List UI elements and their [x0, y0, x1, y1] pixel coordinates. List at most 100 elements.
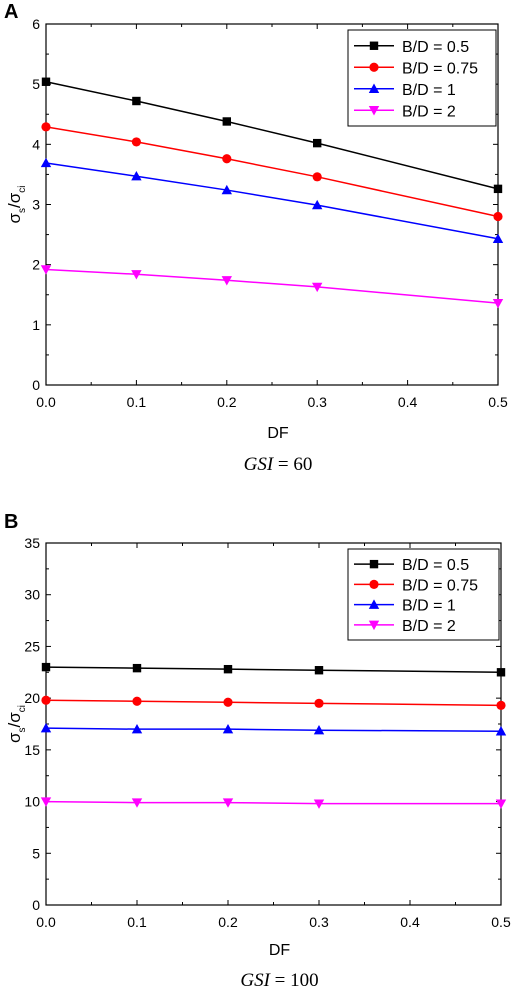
legend-label-1: B/D = 0.5 — [402, 557, 469, 574]
panel-label-b: B — [4, 511, 18, 533]
y-label-slash-sigma: /σ — [5, 192, 24, 208]
y-tick-label: 0 — [32, 377, 40, 393]
legend-marker-3 — [368, 83, 380, 93]
data-point-series-3 — [131, 723, 143, 734]
data-point-series-4 — [131, 798, 143, 808]
y-axis-label: σs/σci — [5, 705, 28, 743]
data-point-series-3 — [495, 726, 507, 736]
legend-label-3: B/D = 1 — [402, 598, 456, 615]
data-point-series-1 — [223, 664, 233, 674]
data-point-series-1 — [313, 138, 322, 148]
legend: B/D = 0.5 B/D = 0.75 B/D = 1 B/D = 2 — [347, 548, 500, 641]
x-axis-label: DF — [269, 942, 291, 959]
y-tick-label: 35 — [24, 535, 40, 551]
legend: B/D = 0.5 B/D = 0.75 B/D = 1 B/D = 2 — [347, 29, 497, 127]
y-tick-label: 1 — [32, 317, 40, 333]
caption-equation: = 100 — [270, 970, 319, 991]
data-point-series-1 — [132, 96, 141, 106]
x-axis-label: DF — [267, 425, 289, 442]
data-point-series-1 — [132, 663, 142, 673]
data-point-series-2 — [222, 154, 232, 164]
x-tick-label: 0.3 — [309, 914, 329, 930]
data-point-series-4 — [492, 298, 504, 309]
y-tick-label: 0 — [32, 897, 40, 913]
data-point-series-3 — [40, 722, 52, 733]
series-line-4 — [45, 268, 499, 304]
caption-variable: GSI — [244, 454, 275, 475]
legend-marker-1 — [369, 41, 379, 50]
data-point-series-1 — [314, 666, 324, 675]
data-point-series-2 — [41, 695, 51, 705]
y-tick-label: 5 — [32, 845, 40, 861]
series-line-3 — [45, 727, 502, 732]
y-tick-label: 20 — [24, 690, 40, 706]
legend-label-3: B/D = 1 — [402, 82, 456, 99]
x-tick-label: 0.0 — [36, 914, 56, 930]
x-tick-label: 0.1 — [127, 394, 147, 410]
data-point-series-4 — [40, 265, 52, 275]
y-label-sub-s: s — [17, 208, 28, 213]
legend-label-2: B/D = 0.75 — [402, 577, 478, 594]
y-tick-label: 5 — [32, 76, 40, 92]
legend-marker-2 — [369, 579, 379, 589]
y-tick-label: 3 — [32, 197, 40, 213]
y-tick-label: 6 — [32, 16, 40, 32]
caption-variable: GSI — [240, 970, 271, 991]
data-point-series-4 — [313, 799, 325, 809]
y-label-sigma: σ — [5, 732, 24, 743]
data-point-series-2 — [132, 696, 142, 706]
data-point-series-3 — [221, 184, 232, 195]
x-tick-label: 0.2 — [218, 914, 238, 930]
data-point-series-4 — [131, 270, 142, 280]
chart-panel-a: 0.0 0.1 0.2 0.3 0.4 0.5 0 1 2 3 4 5 6 DF GSI = 60 σs/σc… — [5, 16, 508, 475]
y-label-sub-ci: ci — [17, 705, 28, 712]
caption-equation: = 60 — [273, 454, 312, 475]
y-tick-label: 15 — [24, 742, 40, 758]
data-point-series-1 — [222, 117, 231, 126]
panel-label-a: A — [4, 1, 18, 23]
y-label-sub-s: s — [17, 727, 28, 732]
legend-label-4: B/D = 2 — [402, 618, 456, 635]
data-point-series-2 — [314, 698, 324, 708]
data-point-series-2 — [41, 122, 51, 132]
data-point-series-1 — [41, 662, 51, 672]
x-tick-label: 0.5 — [491, 914, 511, 930]
y-label-slash-sigma: /σ — [5, 712, 24, 728]
legend-marker-2 — [369, 62, 379, 72]
y-axis-label: σs/σci — [5, 186, 28, 224]
data-point-series-3 — [131, 171, 142, 181]
data-point-series-2 — [223, 697, 233, 707]
data-point-series-1 — [493, 184, 503, 194]
x-tick-label: 0.0 — [36, 394, 56, 410]
x-tick-label: 0.4 — [400, 914, 420, 930]
data-point-series-4 — [495, 799, 507, 809]
x-tick-label: 0.4 — [398, 394, 418, 410]
data-point-series-3 — [492, 233, 504, 243]
y-tick-label: 4 — [32, 136, 40, 152]
chart-panel-b: 0.0 0.1 0.2 0.3 0.4 0.5 0 5 10 15 20 25 30 35 DF GSI = … — [5, 535, 511, 991]
data-point-series-2 — [312, 172, 322, 182]
legend-label-4: B/D = 2 — [402, 103, 456, 120]
panel-caption: GSI = 100 — [240, 970, 318, 991]
data-point-series-4 — [40, 797, 52, 807]
y-tick-label: 2 — [32, 257, 40, 273]
data-point-series-3 — [40, 157, 52, 168]
y-tick-label: 30 — [24, 587, 40, 603]
data-point-series-4 — [312, 282, 323, 293]
y-tick-label: 25 — [24, 638, 40, 654]
y-label-sub-ci: ci — [17, 186, 28, 193]
legend-marker-4 — [368, 620, 380, 631]
legend-label-2: B/D = 0.75 — [402, 60, 478, 77]
x-tick-label: 0.5 — [488, 394, 508, 410]
legend-marker-4 — [368, 106, 380, 116]
data-point-series-3 — [312, 199, 323, 210]
data-point-series-2 — [496, 700, 506, 710]
series-line-1 — [45, 666, 502, 674]
data-point-series-3 — [313, 725, 325, 735]
data-point-series-2 — [131, 137, 141, 147]
panel-caption: GSI = 60 — [244, 454, 313, 475]
y-tick-label: 10 — [24, 794, 40, 810]
y-label-sigma: σ — [5, 212, 24, 223]
data-point-series-3 — [222, 723, 234, 734]
